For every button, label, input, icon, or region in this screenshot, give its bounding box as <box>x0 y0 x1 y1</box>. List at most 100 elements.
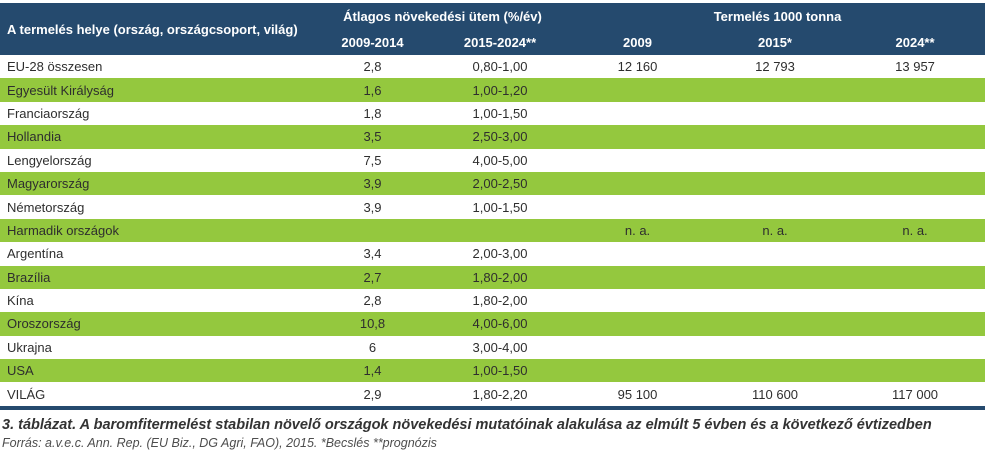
row-value <box>705 312 846 336</box>
row-value <box>570 242 706 266</box>
row-value <box>570 148 706 172</box>
column-group-production: Termelés 1000 tonna <box>570 3 985 29</box>
row-value: 2,00-3,00 <box>430 242 571 266</box>
column-header-2024: 2024** <box>845 29 985 55</box>
row-value: 1,6 <box>315 78 430 102</box>
row-value: 0,80-1,00 <box>430 55 571 79</box>
row-label: VILÁG <box>0 382 315 406</box>
row-label: Hollandia <box>0 125 315 149</box>
table-caption: 3. táblázat. A baromfitermelést stabilan… <box>2 416 932 433</box>
table-row: Németország 3,9 1,00-1,50 <box>0 195 985 219</box>
table-row: USA 1,4 1,00-1,50 <box>0 359 985 383</box>
table-source-note: Forrás: a.v.e.c. Ann. Rep. (EU Biz., DG … <box>2 435 437 450</box>
column-header-2009: 2009 <box>570 29 706 55</box>
row-label: Magyarország <box>0 171 315 196</box>
table-header: A termelés helye (ország, országcsoport,… <box>0 3 985 55</box>
row-value: 2,00-2,50 <box>430 171 571 196</box>
row-value: 4,00-6,00 <box>430 312 571 336</box>
row-value: 1,80-2,00 <box>430 288 571 313</box>
row-label: Németország <box>0 195 315 219</box>
row-value: 110 600 <box>705 382 846 406</box>
row-label: Brazília <box>0 265 315 289</box>
row-label: Kína <box>0 288 315 313</box>
row-value: n. a. <box>570 218 706 243</box>
row-value: 3,00-4,00 <box>430 335 571 360</box>
row-value: n. a. <box>845 218 985 243</box>
row-value: 7,5 <box>315 148 430 172</box>
row-value <box>845 148 985 172</box>
row-value <box>570 78 706 102</box>
row-label: Ukrajna <box>0 335 315 360</box>
row-value: 2,8 <box>315 55 430 79</box>
row-label: Egyesült Királyság <box>0 78 315 102</box>
column-header-2015: 2015* <box>705 29 846 55</box>
row-value <box>705 242 846 266</box>
row-value <box>570 171 706 196</box>
row-value <box>705 265 846 289</box>
row-value <box>570 101 706 126</box>
table-row: Ukrajna 6 3,00-4,00 <box>0 335 985 360</box>
header-group-row: A termelés helye (ország, országcsoport,… <box>0 3 985 55</box>
row-value: 3,5 <box>315 125 430 149</box>
row-value: 3,4 <box>315 242 430 266</box>
row-value <box>705 148 846 172</box>
row-value <box>845 312 985 336</box>
row-label: Lengyelország <box>0 148 315 172</box>
row-value: 1,4 <box>315 359 430 383</box>
row-label: Oroszország <box>0 312 315 336</box>
row-value <box>705 335 846 360</box>
row-value <box>705 101 846 126</box>
table-row: VILÁG 2,9 1,80-2,20 95 100 110 600 117 000 <box>0 382 985 406</box>
row-value <box>430 218 571 243</box>
row-value <box>705 359 846 383</box>
row-value: 1,00-1,50 <box>430 195 571 219</box>
column-header-2015-2024: 2015-2024** <box>430 29 571 55</box>
row-value: 1,80-2,00 <box>430 265 571 289</box>
row-value <box>845 101 985 126</box>
row-value <box>570 125 706 149</box>
row-value: 117 000 <box>845 382 985 406</box>
table-row: Brazília 2,7 1,80-2,00 <box>0 265 985 289</box>
row-value: 10,8 <box>315 312 430 336</box>
table-row: Hollandia 3,5 2,50-3,00 <box>0 125 985 149</box>
row-value <box>570 195 706 219</box>
table-row: EU-28 összesen 2,8 0,80-1,00 12 160 12 793 13… <box>0 55 985 79</box>
row-value: 2,50-3,00 <box>430 125 571 149</box>
row-value <box>845 288 985 313</box>
table-row: Harmadik országok n. a. n. a. n. a. <box>0 218 985 243</box>
table-body: EU-28 összesen 2,8 0,80-1,00 12 160 12 793 13… <box>0 55 985 406</box>
row-value: 2,7 <box>315 265 430 289</box>
table-row: Oroszország 10,8 4,00-6,00 <box>0 312 985 336</box>
row-value: 2,8 <box>315 288 430 313</box>
row-label: USA <box>0 359 315 383</box>
table-bottom-rule <box>0 405 985 410</box>
row-value: 2,9 <box>315 382 430 406</box>
column-header-place: A termelés helye (ország, országcsoport,… <box>0 3 315 55</box>
row-value: 4,00-5,00 <box>430 148 571 172</box>
row-value <box>570 288 706 313</box>
row-value: 1,8 <box>315 101 430 126</box>
row-value: 1,00-1,50 <box>430 101 571 126</box>
table-row: Franciaország 1,8 1,00-1,50 <box>0 101 985 126</box>
row-value: 3,9 <box>315 195 430 219</box>
table-row: Argentína 3,4 2,00-3,00 <box>0 242 985 266</box>
row-value: 12 793 <box>705 55 846 79</box>
row-value <box>845 242 985 266</box>
row-value <box>845 195 985 219</box>
column-header-2009-2014: 2009-2014 <box>315 29 430 55</box>
row-value <box>705 288 846 313</box>
row-value <box>570 265 706 289</box>
row-value <box>845 125 985 149</box>
row-value <box>845 335 985 360</box>
row-value <box>570 359 706 383</box>
row-value <box>845 171 985 196</box>
row-value <box>570 335 706 360</box>
row-value <box>845 265 985 289</box>
poultry-production-table: A termelés helye (ország, országcsoport,… <box>0 3 985 406</box>
row-value: 1,00-1,50 <box>430 359 571 383</box>
row-value <box>315 218 430 243</box>
row-value <box>705 195 846 219</box>
row-value: 3,9 <box>315 171 430 196</box>
row-value <box>845 78 985 102</box>
